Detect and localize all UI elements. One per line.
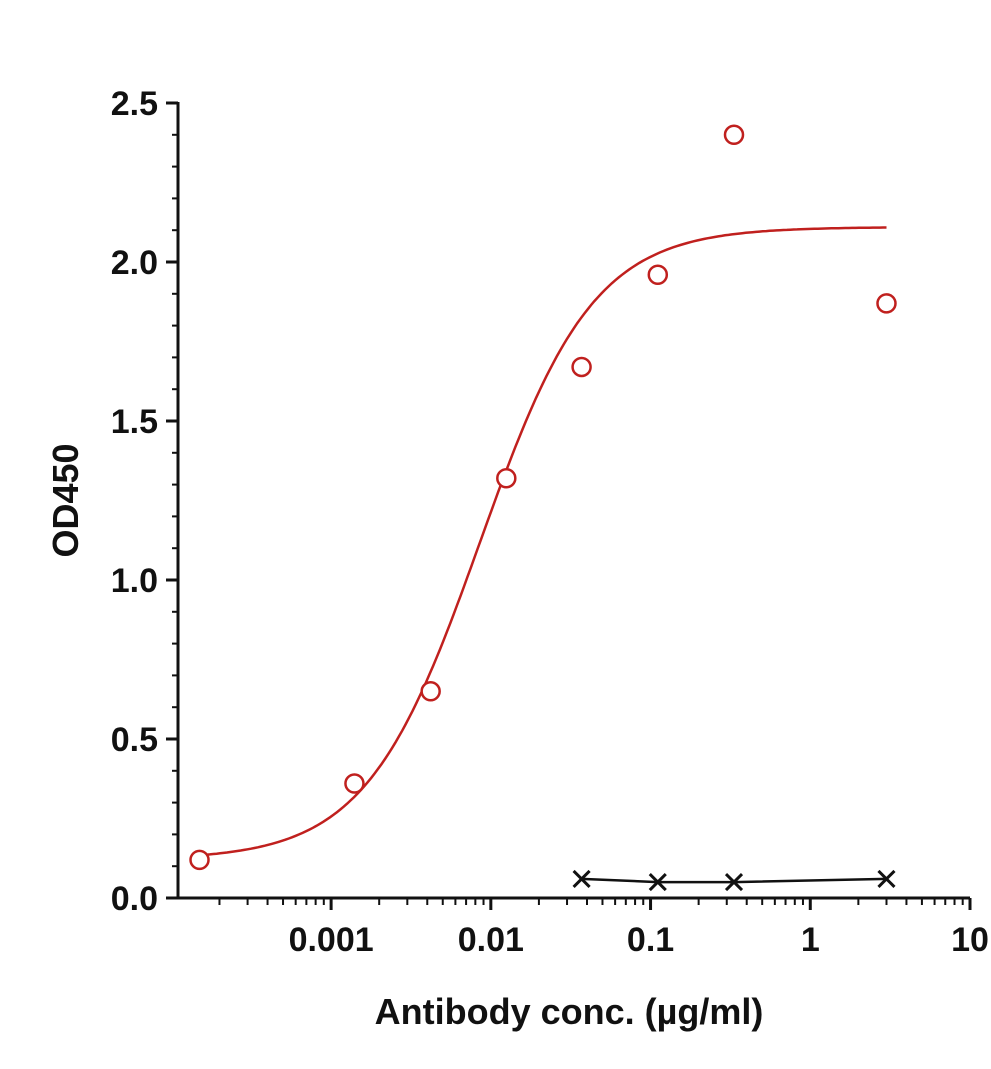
plot-area	[189, 124, 897, 892]
x-tick-label: 0.01	[458, 921, 524, 959]
data-point-circle	[189, 849, 210, 871]
y-axis-ticks: 0.0 0.5 1.0 1.5 2.0 2.5	[111, 85, 178, 918]
data-point-x	[877, 869, 896, 888]
data-point-x-stroke	[724, 873, 744, 892]
y-tick-label: 0.5	[111, 721, 158, 759]
y-tick-label: 2.5	[111, 85, 158, 123]
data-point-circle	[344, 773, 365, 794]
fit-curve	[199, 226, 887, 857]
data-point-x-stroke	[877, 869, 896, 888]
series-line	[581, 877, 887, 884]
x-tick-label: 0.1	[627, 921, 674, 959]
data-point-x	[572, 869, 591, 888]
data-point-x	[648, 873, 667, 892]
y-axis-title: OD450	[45, 443, 86, 557]
data-point-circle	[496, 467, 517, 489]
y-tick-label: 2.0	[111, 244, 158, 282]
y-tick-label: 0.0	[111, 880, 158, 918]
x-tick-label: 0.001	[289, 921, 374, 959]
data-point-circle	[647, 264, 669, 285]
data-point-circle	[571, 356, 592, 378]
y-tick-label: 1.0	[111, 562, 158, 600]
x-tick-label: 1	[801, 921, 820, 959]
axes: 0.0 0.5 1.0 1.5 2.0 2.5 0.001 0.01 0.1 1 10	[111, 85, 989, 959]
data-point-circle	[876, 293, 897, 314]
data-point-circle	[723, 124, 745, 146]
data-point-x-stroke	[648, 873, 667, 892]
data-point-x-stroke	[572, 869, 591, 888]
y-tick-label: 1.5	[111, 403, 158, 441]
data-point-x	[724, 873, 744, 892]
x-axis-ticks: 0.001 0.01 0.1 1 10	[218, 898, 989, 959]
data-point-circle	[420, 681, 441, 702]
x-tick-label: 10	[951, 921, 989, 959]
x-axis-title: Antibody conc. (µg/ml)	[375, 991, 764, 1032]
